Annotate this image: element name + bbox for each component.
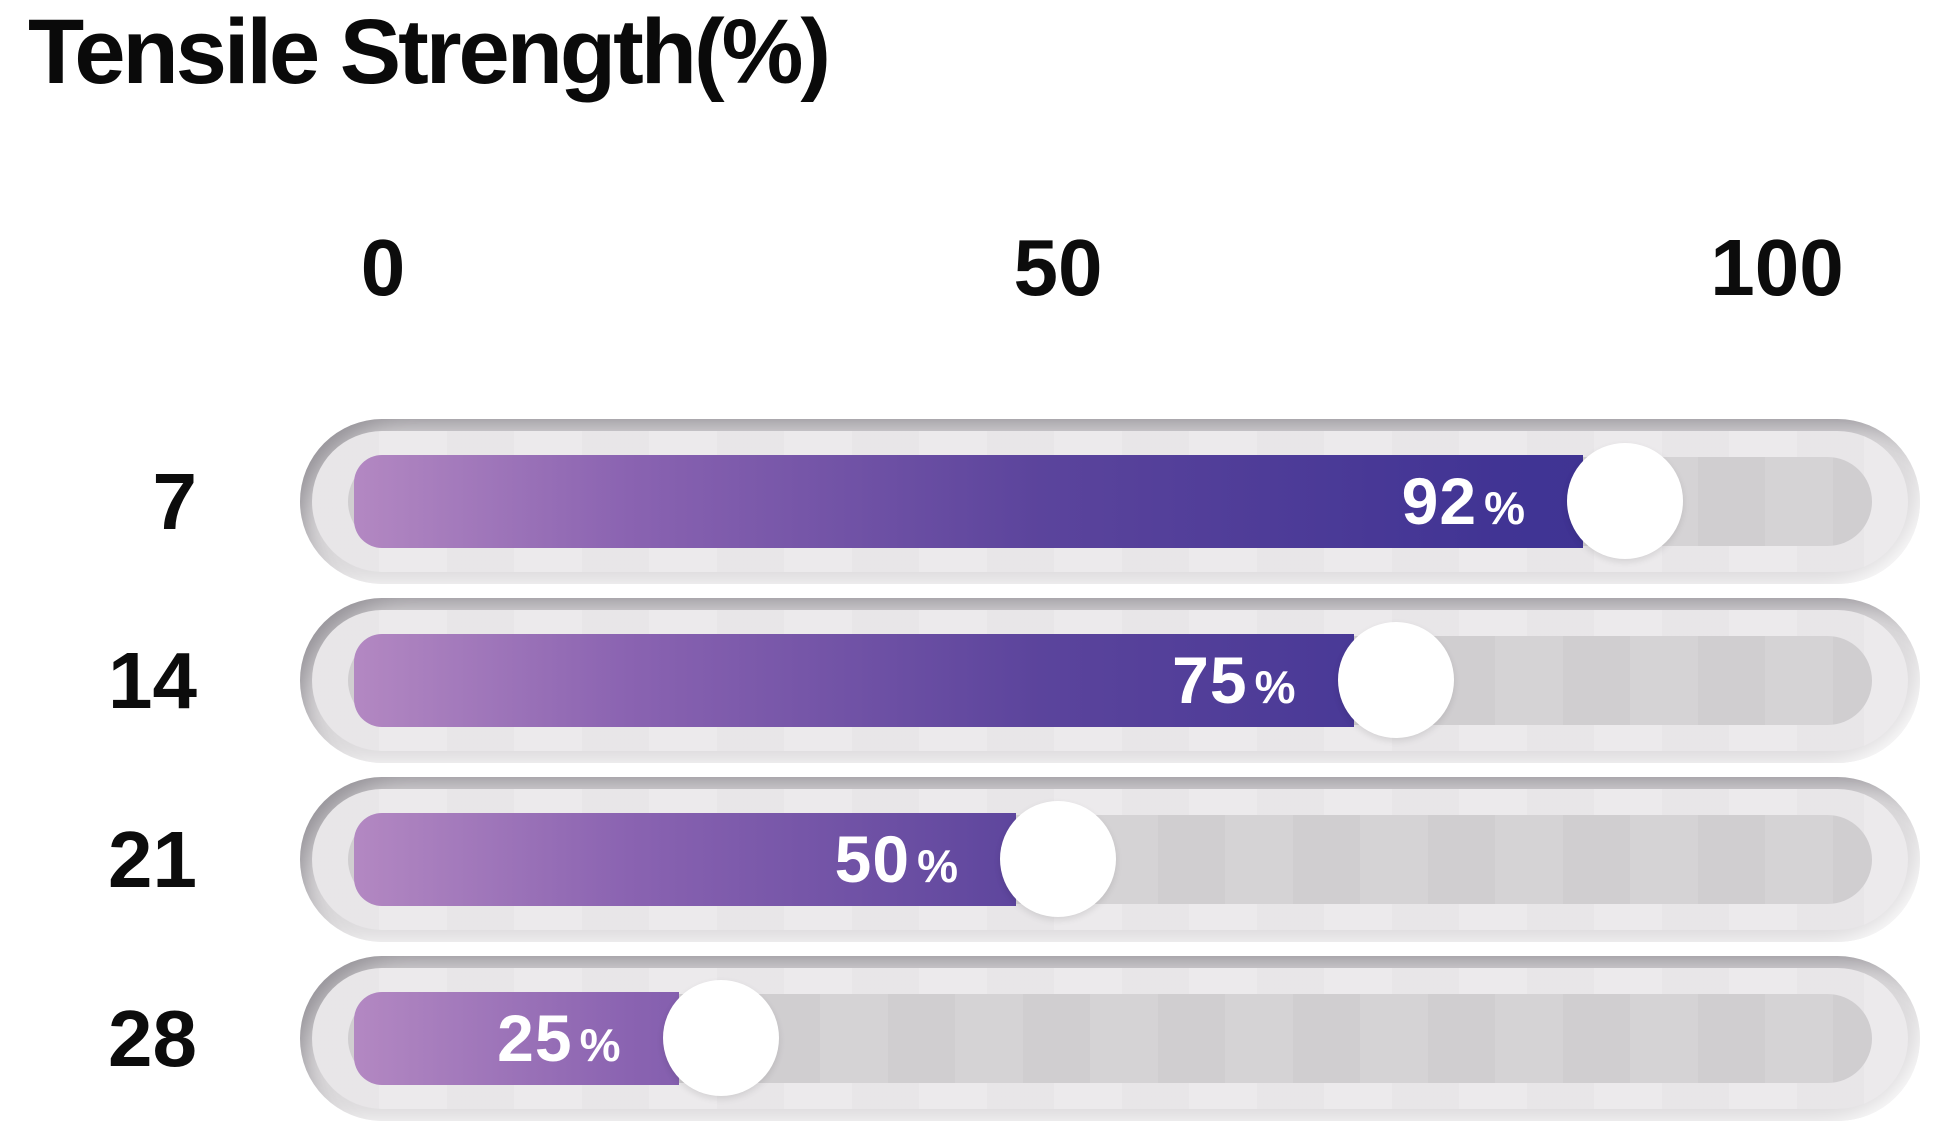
bar-fill: 75%: [354, 634, 1354, 727]
x-tick-label: 100: [1710, 223, 1844, 312]
value-label: 25%: [497, 992, 620, 1085]
bar-row: 14 75%: [0, 598, 1946, 763]
slider-knob[interactable]: [662, 980, 779, 1096]
bar-fill: 50%: [354, 813, 1016, 906]
percent-sign: %: [1484, 482, 1525, 534]
value-label: 50%: [835, 813, 958, 906]
bar-row: 7 92%: [0, 419, 1946, 584]
percent-sign: %: [579, 1019, 621, 1071]
category-label: 21: [108, 814, 197, 904]
bar-track: 75%: [300, 598, 1920, 763]
value-number: 92: [1401, 464, 1478, 538]
bar-row: 21 50%: [0, 777, 1946, 942]
bar-fill: 25%: [354, 992, 679, 1085]
bar-fill: 92%: [354, 455, 1583, 548]
value-number: 50: [834, 822, 911, 896]
bar-track: 50%: [300, 777, 1920, 942]
chart-title: Tensile Strength(%): [28, 1, 831, 103]
slider-knob[interactable]: [1000, 801, 1116, 917]
bar-track: 25%: [300, 956, 1920, 1121]
value-number: 75: [1172, 643, 1248, 717]
x-tick-label: 50: [1013, 223, 1103, 312]
category-label: 14: [108, 635, 197, 725]
bar-row: 28 25%: [0, 956, 1946, 1121]
category-label: 7: [152, 456, 198, 546]
value-label: 75%: [1172, 634, 1295, 727]
percent-sign: %: [917, 840, 958, 892]
x-tick-label: 0: [360, 223, 406, 312]
bar-track: 92%: [300, 419, 1920, 584]
slider-knob[interactable]: [1567, 443, 1683, 559]
category-label: 28: [108, 993, 197, 1083]
slider-knob[interactable]: [1337, 622, 1454, 738]
value-label: 92%: [1402, 455, 1525, 548]
value-number: 25: [497, 1001, 573, 1075]
percent-sign: %: [1254, 661, 1296, 713]
